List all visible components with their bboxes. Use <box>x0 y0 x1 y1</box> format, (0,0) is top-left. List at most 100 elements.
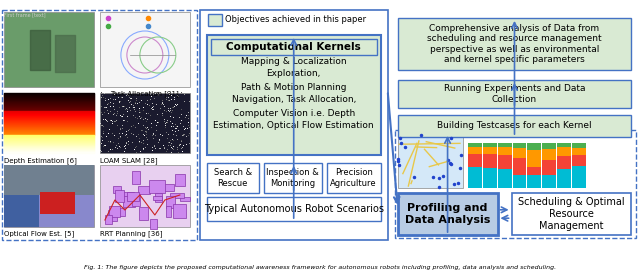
FancyBboxPatch shape <box>4 12 94 87</box>
Bar <box>513 175 527 188</box>
FancyBboxPatch shape <box>208 14 222 26</box>
FancyBboxPatch shape <box>179 205 183 212</box>
Text: Navigation, Task Allocation,: Navigation, Task Allocation, <box>232 95 356 104</box>
Bar <box>497 143 511 147</box>
FancyBboxPatch shape <box>119 192 134 196</box>
Bar <box>557 156 572 169</box>
Bar <box>557 143 572 147</box>
FancyBboxPatch shape <box>180 197 190 201</box>
FancyBboxPatch shape <box>326 163 381 193</box>
Text: Objectives achieved in this paper: Objectives achieved in this paper <box>225 16 366 24</box>
Text: Exploration,: Exploration, <box>266 70 321 79</box>
Bar <box>483 147 497 154</box>
FancyBboxPatch shape <box>150 219 157 229</box>
FancyBboxPatch shape <box>4 165 94 227</box>
Bar <box>468 143 481 147</box>
Text: Computational Kernels: Computational Kernels <box>227 42 361 52</box>
Bar <box>513 158 527 175</box>
FancyBboxPatch shape <box>4 195 39 227</box>
Bar <box>572 155 586 165</box>
FancyBboxPatch shape <box>105 215 113 224</box>
FancyBboxPatch shape <box>175 174 185 186</box>
Bar <box>572 147 586 155</box>
FancyBboxPatch shape <box>211 39 376 55</box>
Text: Task Allocation [31]: Task Allocation [31] <box>111 90 179 97</box>
FancyBboxPatch shape <box>397 80 632 108</box>
FancyBboxPatch shape <box>4 93 94 153</box>
Text: Profiling and
Data Analysis: Profiling and Data Analysis <box>405 203 490 225</box>
FancyBboxPatch shape <box>132 193 140 206</box>
FancyBboxPatch shape <box>138 186 150 194</box>
FancyBboxPatch shape <box>100 12 190 87</box>
FancyBboxPatch shape <box>109 206 120 217</box>
Text: RRT Planning [36]: RRT Planning [36] <box>100 230 163 237</box>
Bar <box>543 149 556 160</box>
FancyBboxPatch shape <box>207 197 381 221</box>
Bar <box>543 143 556 149</box>
Text: Inspection &
Monitoring: Inspection & Monitoring <box>266 168 319 188</box>
Text: Comprehensive analysis of Data from
scheduling and resource management
perspecti: Comprehensive analysis of Data from sche… <box>427 24 602 64</box>
FancyBboxPatch shape <box>100 93 190 153</box>
Text: Search &
Rescue: Search & Rescue <box>214 168 252 188</box>
Bar <box>572 165 586 188</box>
Bar <box>527 175 541 188</box>
FancyBboxPatch shape <box>397 18 632 70</box>
Text: Building Testcases for each Kernel: Building Testcases for each Kernel <box>437 122 592 131</box>
Bar <box>527 143 541 150</box>
FancyBboxPatch shape <box>163 184 174 191</box>
FancyBboxPatch shape <box>40 192 75 214</box>
Bar <box>557 169 572 188</box>
FancyBboxPatch shape <box>116 208 125 216</box>
FancyBboxPatch shape <box>166 196 175 208</box>
FancyBboxPatch shape <box>127 193 140 201</box>
FancyBboxPatch shape <box>397 133 463 188</box>
FancyBboxPatch shape <box>113 186 121 193</box>
Bar <box>483 168 497 188</box>
FancyBboxPatch shape <box>264 163 322 193</box>
Bar <box>543 175 556 188</box>
FancyBboxPatch shape <box>207 163 259 193</box>
Bar <box>513 148 527 158</box>
FancyBboxPatch shape <box>170 193 184 198</box>
Bar <box>497 155 511 169</box>
FancyBboxPatch shape <box>397 115 632 137</box>
Text: Typical Autonomous Robot Scenarios: Typical Autonomous Robot Scenarios <box>204 204 384 214</box>
Bar <box>483 154 497 168</box>
Text: Path & Motion Planning: Path & Motion Planning <box>241 82 346 91</box>
Text: LOAM SLAM [28]: LOAM SLAM [28] <box>100 157 157 164</box>
FancyBboxPatch shape <box>207 35 381 155</box>
FancyBboxPatch shape <box>149 180 165 193</box>
Text: Precision
Agriculture: Precision Agriculture <box>330 168 377 188</box>
FancyBboxPatch shape <box>173 204 186 218</box>
FancyBboxPatch shape <box>156 193 162 202</box>
FancyBboxPatch shape <box>108 210 117 221</box>
FancyBboxPatch shape <box>511 193 632 235</box>
Bar <box>557 147 572 156</box>
FancyBboxPatch shape <box>397 193 497 235</box>
Bar <box>527 150 541 167</box>
Text: Optical Flow Est. [5]: Optical Flow Est. [5] <box>4 230 74 237</box>
Bar <box>513 143 527 148</box>
Bar <box>572 143 586 147</box>
FancyBboxPatch shape <box>132 171 140 184</box>
Text: Estimation, Optical Flow Estimation: Estimation, Optical Flow Estimation <box>213 122 374 131</box>
Bar <box>468 147 481 154</box>
FancyBboxPatch shape <box>166 206 172 217</box>
Text: Running Experiments and Data
Collection: Running Experiments and Data Collection <box>444 84 585 104</box>
FancyBboxPatch shape <box>115 190 125 202</box>
Text: Computer Vision i.e. Depth: Computer Vision i.e. Depth <box>232 109 355 118</box>
Text: Mapping & Localization: Mapping & Localization <box>241 57 346 66</box>
Bar <box>497 169 511 188</box>
Bar <box>543 160 556 175</box>
Bar <box>468 154 481 166</box>
FancyBboxPatch shape <box>152 196 161 200</box>
Bar <box>527 167 541 175</box>
Bar <box>468 166 481 188</box>
FancyBboxPatch shape <box>4 165 94 195</box>
Bar <box>497 147 511 155</box>
Text: First frame [text]: First frame [text] <box>4 12 45 17</box>
FancyBboxPatch shape <box>139 206 148 220</box>
Text: Scheduling & Optimal
Resource
Management: Scheduling & Optimal Resource Management <box>518 197 625 231</box>
Bar <box>483 143 497 147</box>
Text: Depth Estimation [6]: Depth Estimation [6] <box>4 157 77 164</box>
